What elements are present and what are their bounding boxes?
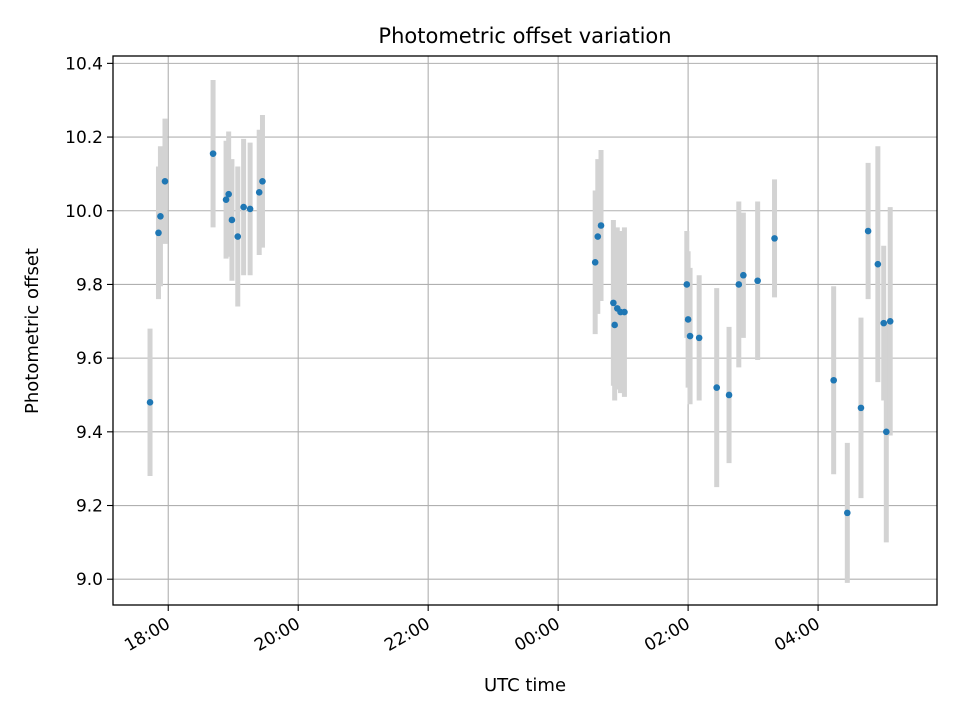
data-point [591, 259, 599, 266]
data-point [246, 205, 254, 213]
x-tick-label: 18:00 [121, 614, 173, 656]
data-point [857, 404, 865, 412]
data-point [740, 271, 747, 279]
data-point [725, 391, 733, 399]
y-tick-label: 9.8 [76, 275, 103, 295]
data-point [209, 150, 217, 157]
y-tick-label: 9.2 [76, 497, 103, 517]
x-tick-label: 22:00 [381, 614, 433, 656]
data-point [594, 233, 602, 240]
data-points [146, 150, 894, 517]
data-point [597, 222, 605, 229]
data-point [146, 399, 154, 406]
y-tick-label: 9.4 [76, 423, 103, 443]
data-point [228, 216, 236, 224]
data-point [240, 203, 247, 211]
data-point [225, 190, 232, 198]
data-point [754, 277, 761, 285]
data-point [844, 509, 851, 517]
y-tick-label: 9.6 [76, 349, 103, 369]
data-point [255, 189, 263, 196]
data-point [684, 316, 692, 323]
y-tick-label: 10.4 [65, 54, 103, 74]
x-tick-label: 00:00 [511, 614, 563, 656]
y-tick-label: 10.0 [65, 202, 103, 222]
data-point [611, 321, 618, 329]
data-point [771, 235, 778, 242]
x-axis-label: UTC time [484, 675, 566, 696]
grid-lines [113, 56, 937, 605]
data-point [695, 334, 703, 342]
chart-title: Photometric offset variation [378, 24, 671, 48]
data-point [864, 227, 872, 235]
y-tick-label: 10.2 [65, 128, 103, 148]
data-point [886, 317, 894, 325]
data-point [874, 260, 882, 268]
x-tick-label: 02:00 [641, 614, 693, 656]
data-point [161, 177, 169, 185]
plot-area-frame [112, 55, 938, 606]
data-point [222, 196, 230, 203]
x-tick-label: 20:00 [251, 614, 303, 656]
data-point [610, 299, 617, 307]
x-tick-label: 04:00 [771, 614, 823, 656]
y-axis-label: Photometric offset [22, 248, 43, 414]
data-point [830, 376, 837, 384]
data-point [735, 281, 743, 288]
data-point [259, 177, 266, 185]
data-point [621, 308, 628, 316]
data-point [155, 229, 162, 237]
axis-ticks: 18:00 20:00 22:00 00:00 02:00 04:00 9.0 9.2 9.4 9… [65, 54, 823, 655]
data-point [157, 212, 164, 220]
data-point [683, 281, 691, 288]
data-point [713, 384, 721, 391]
y-tick-label: 9.0 [76, 570, 103, 590]
data-point [234, 233, 242, 240]
error-bars [147, 79, 893, 583]
data-point [880, 319, 888, 327]
data-point [883, 428, 890, 436]
data-point [686, 332, 694, 340]
